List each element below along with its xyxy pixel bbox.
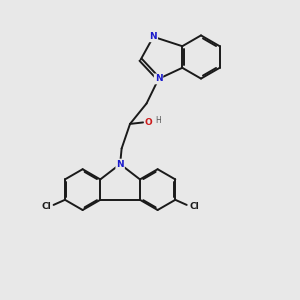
Text: N: N xyxy=(149,32,157,41)
Text: Cl: Cl xyxy=(41,202,51,211)
Text: N: N xyxy=(116,160,124,169)
Text: H: H xyxy=(155,116,161,125)
Text: N: N xyxy=(155,74,162,83)
Text: Cl: Cl xyxy=(189,202,199,211)
Text: O: O xyxy=(145,118,152,127)
